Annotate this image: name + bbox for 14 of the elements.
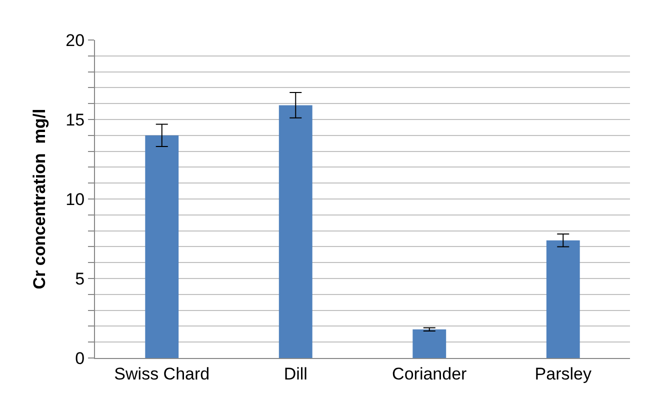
x-tick-label: Coriander bbox=[392, 364, 468, 384]
y-tick-label: 20 bbox=[66, 30, 85, 50]
bar bbox=[546, 240, 580, 358]
x-tick-label: Dill bbox=[284, 364, 308, 384]
bar bbox=[412, 329, 446, 358]
y-tick-label: 5 bbox=[75, 269, 85, 288]
bar bbox=[278, 105, 312, 358]
x-tick-label: Parsley bbox=[534, 364, 592, 384]
bar bbox=[145, 135, 179, 358]
x-tick-label: Swiss Chard bbox=[114, 364, 210, 384]
y-axis-title: Cr concentration mg/l bbox=[30, 108, 50, 290]
y-tick-label: 10 bbox=[66, 190, 85, 209]
y-tick-label: 0 bbox=[75, 348, 85, 368]
y-tick-label: 15 bbox=[66, 110, 85, 130]
